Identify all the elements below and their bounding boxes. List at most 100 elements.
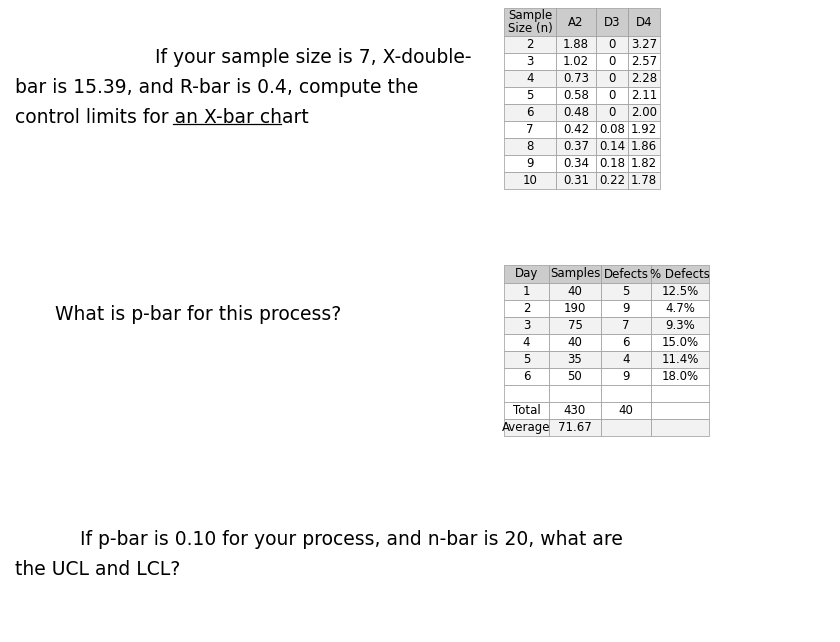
Bar — [504, 317, 549, 334]
Text: 10: 10 — [522, 174, 538, 187]
Text: 71.67: 71.67 — [558, 421, 592, 434]
Bar — [504, 104, 556, 121]
Text: 9: 9 — [622, 302, 630, 315]
Bar — [628, 121, 660, 138]
Text: 1.78: 1.78 — [631, 174, 657, 187]
Text: 7: 7 — [526, 123, 533, 136]
Text: 0: 0 — [608, 72, 616, 85]
Bar — [596, 36, 628, 53]
Bar — [651, 419, 709, 436]
Text: 15.0%: 15.0% — [661, 336, 699, 349]
Bar — [596, 87, 628, 104]
Text: 9: 9 — [622, 370, 630, 383]
Bar — [628, 8, 660, 36]
Bar — [601, 265, 651, 283]
Text: 1.92: 1.92 — [631, 123, 657, 136]
Bar — [549, 351, 601, 368]
Bar — [601, 300, 651, 317]
Text: 4: 4 — [526, 72, 533, 85]
Text: 2.57: 2.57 — [631, 55, 657, 68]
Text: the UCL and LCL?: the UCL and LCL? — [15, 560, 181, 579]
Bar — [601, 402, 651, 419]
Text: 0.34: 0.34 — [563, 157, 589, 170]
Text: 5: 5 — [522, 353, 530, 366]
Bar — [556, 121, 596, 138]
Bar — [549, 317, 601, 334]
Bar — [596, 53, 628, 70]
Text: 190: 190 — [564, 302, 586, 315]
Text: 1: 1 — [522, 285, 530, 298]
Bar — [504, 8, 556, 36]
Bar — [628, 53, 660, 70]
Text: 18.0%: 18.0% — [661, 370, 699, 383]
Bar — [556, 172, 596, 189]
Text: 6: 6 — [526, 106, 533, 119]
Bar — [651, 385, 709, 402]
Text: If your sample size is 7, X-double-: If your sample size is 7, X-double- — [155, 48, 471, 67]
Bar — [651, 368, 709, 385]
Bar — [504, 334, 549, 351]
Text: Total: Total — [512, 404, 540, 417]
Text: 0: 0 — [608, 89, 616, 102]
Bar — [628, 138, 660, 155]
Bar — [628, 104, 660, 121]
Text: 0: 0 — [608, 106, 616, 119]
Bar — [504, 351, 549, 368]
Text: 2: 2 — [526, 38, 533, 51]
Bar — [556, 87, 596, 104]
Text: 4: 4 — [522, 336, 530, 349]
Text: 0: 0 — [608, 38, 616, 51]
Bar — [504, 368, 549, 385]
Text: 9: 9 — [526, 157, 533, 170]
Bar — [601, 385, 651, 402]
Bar — [651, 317, 709, 334]
Text: 2.00: 2.00 — [631, 106, 657, 119]
Bar — [549, 419, 601, 436]
Bar — [601, 351, 651, 368]
Text: 11.4%: 11.4% — [661, 353, 699, 366]
Text: 3.27: 3.27 — [631, 38, 657, 51]
Bar — [601, 317, 651, 334]
Text: 40: 40 — [618, 404, 633, 417]
Bar — [549, 402, 601, 419]
Text: 6: 6 — [522, 370, 530, 383]
Text: Day: Day — [515, 268, 538, 281]
Bar — [504, 172, 556, 189]
Bar — [628, 155, 660, 172]
Text: 0.48: 0.48 — [563, 106, 589, 119]
Bar — [596, 138, 628, 155]
Bar — [596, 8, 628, 36]
Text: Sample: Sample — [508, 8, 552, 21]
Bar — [556, 8, 596, 36]
Bar — [504, 138, 556, 155]
Text: 50: 50 — [568, 370, 582, 383]
Bar — [596, 104, 628, 121]
Bar — [651, 402, 709, 419]
Bar — [651, 300, 709, 317]
Bar — [549, 385, 601, 402]
Text: 2: 2 — [522, 302, 530, 315]
Bar — [504, 265, 549, 283]
Bar — [556, 104, 596, 121]
Text: 0.37: 0.37 — [563, 140, 589, 153]
Text: 0.08: 0.08 — [599, 123, 625, 136]
Bar — [596, 155, 628, 172]
Bar — [504, 155, 556, 172]
Text: 6: 6 — [622, 336, 630, 349]
Bar — [504, 419, 549, 436]
Text: Defects: Defects — [603, 268, 648, 281]
Text: A2: A2 — [568, 15, 584, 28]
Text: 1.88: 1.88 — [563, 38, 589, 51]
Text: 2.28: 2.28 — [631, 72, 657, 85]
Text: 0.31: 0.31 — [563, 174, 589, 187]
Text: Samples: Samples — [550, 268, 601, 281]
Text: 5: 5 — [622, 285, 630, 298]
Bar — [504, 70, 556, 87]
Bar — [549, 300, 601, 317]
Text: 4: 4 — [622, 353, 630, 366]
Text: 1.86: 1.86 — [631, 140, 657, 153]
Text: 9.3%: 9.3% — [665, 319, 695, 332]
Bar — [549, 368, 601, 385]
Text: 5: 5 — [527, 89, 533, 102]
Text: 0.58: 0.58 — [563, 89, 589, 102]
